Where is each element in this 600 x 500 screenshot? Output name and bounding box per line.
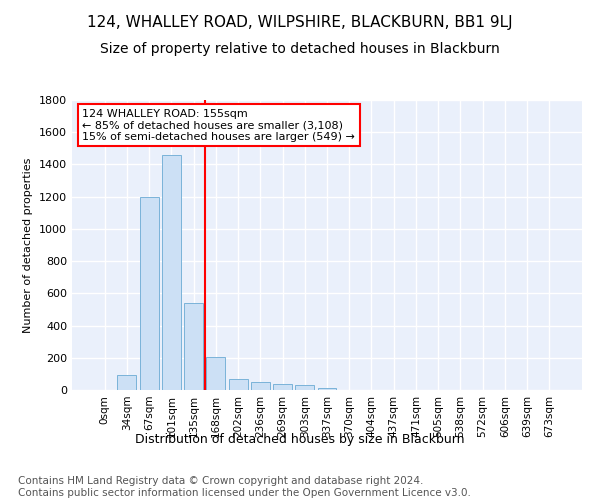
Bar (251, 382, 270, 390)
Bar (273, 384, 292, 390)
Text: 124 WHALLEY ROAD: 155sqm
← 85% of detached houses are smaller (3,108)
15% of sem: 124 WHALLEY ROAD: 155sqm ← 85% of detach… (82, 108, 355, 142)
Bar (206, 357, 225, 390)
Text: Contains HM Land Registry data © Crown copyright and database right 2024.
Contai: Contains HM Land Registry data © Crown c… (18, 476, 471, 498)
Bar (118, 374, 136, 390)
Bar (140, 196, 158, 390)
Text: Size of property relative to detached houses in Blackburn: Size of property relative to detached ho… (100, 42, 500, 56)
Bar (184, 303, 203, 390)
Y-axis label: Number of detached properties: Number of detached properties (23, 158, 34, 332)
Bar (162, 155, 181, 390)
Bar (229, 378, 248, 390)
Text: 124, WHALLEY ROAD, WILPSHIRE, BLACKBURN, BB1 9LJ: 124, WHALLEY ROAD, WILPSHIRE, BLACKBURN,… (87, 15, 513, 30)
Text: Distribution of detached houses by size in Blackburn: Distribution of detached houses by size … (135, 432, 465, 446)
Bar (317, 388, 337, 390)
Bar (295, 386, 314, 390)
